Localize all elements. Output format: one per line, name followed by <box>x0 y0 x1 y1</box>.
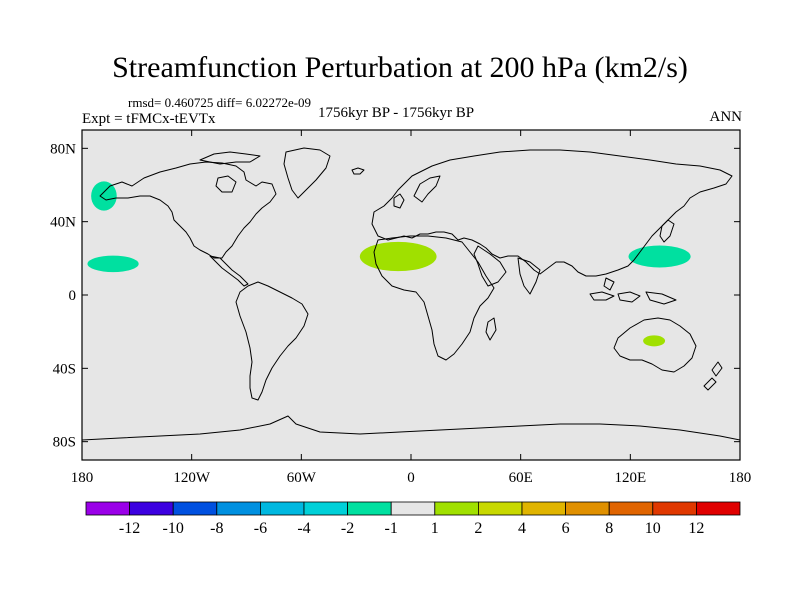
coastlines <box>82 147 740 460</box>
colorbar-label: -4 <box>297 520 310 537</box>
colorbar-bin <box>652 501 697 516</box>
x-tick-label: 180 <box>71 470 94 486</box>
anomaly-regions <box>87 181 691 347</box>
colorbar: -12 -10 -8 -6 -4 -2 -1 1 2 4 6 8 10 12 <box>85 501 741 537</box>
colorbar-label: -10 <box>163 520 184 537</box>
y-tick-label: 40S <box>53 361 76 377</box>
y-tick-label: 0 <box>69 288 77 304</box>
coastline-india <box>517 257 541 295</box>
colorbar-bin <box>434 501 479 516</box>
coastline-scandinavia <box>413 175 441 203</box>
map-background <box>82 130 740 460</box>
coastline-greenland <box>283 147 331 199</box>
anomaly-region-subtropical-pacific-hawaii <box>87 255 139 273</box>
x-tick-label: 0 <box>407 470 415 486</box>
anomaly-region-north-africa-sahara <box>359 241 437 272</box>
colorbar-bin <box>85 501 130 516</box>
anomaly-region-western-pacific-philippine-sea <box>628 245 691 268</box>
x-tick-label: 60W <box>287 470 317 486</box>
plot-title: Streamfunction Perturbation at 200 hPa (… <box>112 51 688 84</box>
rmsd-diff-stats: rmsd= 0.460725 diff= 6.02272e-09 <box>128 95 312 110</box>
colorbar-label: 1 <box>431 520 439 537</box>
coastline-eurasia <box>371 149 733 277</box>
season-label: ANN <box>709 109 743 125</box>
colorbar-bin <box>216 501 261 516</box>
anomaly-region-central-australia <box>643 335 666 347</box>
colorbar-label: 8 <box>605 520 613 537</box>
coastline-arctic-islands <box>199 151 261 165</box>
colorbar-label: 12 <box>688 520 704 537</box>
colorbar-bin <box>390 501 436 516</box>
colorbar-label: -12 <box>119 520 140 537</box>
coastline-south-america <box>235 281 309 401</box>
colorbar-label: 4 <box>518 520 526 537</box>
colorbar-label: -6 <box>254 520 267 537</box>
coastline-central-america <box>209 255 249 287</box>
coastline-africa <box>373 235 495 361</box>
colorbar-label: 6 <box>562 520 570 537</box>
colorbar-label: -2 <box>341 520 354 537</box>
colorbar-bin <box>521 501 566 516</box>
x-tick-label: 60E <box>509 470 533 486</box>
coastline-british-isles <box>393 193 405 209</box>
coastline-iceland <box>351 167 365 175</box>
colorbar-label: -8 <box>210 520 223 537</box>
coastline-japan <box>659 219 675 243</box>
colorbar-bin <box>129 501 174 516</box>
y-tick-label: 80N <box>50 141 76 157</box>
colorbar-bin <box>565 501 610 516</box>
colorbar-bin <box>259 501 305 516</box>
colorbar-label: 2 <box>474 520 482 537</box>
coastline-indonesia <box>589 277 677 305</box>
x-tick-label: 120E <box>614 470 646 486</box>
colorbar-bin <box>696 501 741 516</box>
anomaly-region-north-pacific-gulf-of-alaska <box>91 181 117 211</box>
coastline-australia <box>613 317 697 373</box>
colorbar-bin <box>347 501 392 516</box>
coastline-new-zealand <box>703 361 723 391</box>
coastline-north-america <box>99 161 277 259</box>
colorbar-bin <box>477 501 523 516</box>
x-tick-label: 180 <box>729 470 752 486</box>
coastline-madagascar <box>485 317 497 341</box>
colorbar-label: 10 <box>645 520 661 537</box>
y-tick-label: 40N <box>50 215 76 231</box>
experiment-label: Expt = tFMCx-tEVTx <box>82 111 216 127</box>
colorbar-bin <box>608 501 654 516</box>
colorbar-label: -1 <box>385 520 398 537</box>
x-tick-label: 120W <box>173 470 211 486</box>
map-axes: 180 120W 60W 0 60E 120E 180 80N 40N 0 40S 80S <box>50 130 751 486</box>
period-label: 1756kyr BP - 1756kyr BP <box>318 105 475 121</box>
colorbar-bin <box>172 501 218 516</box>
y-tick-label: 80S <box>53 435 76 451</box>
coastline-antarctica <box>82 415 740 460</box>
coastline-hudson-bay <box>215 175 237 193</box>
colorbar-bin <box>303 501 348 516</box>
